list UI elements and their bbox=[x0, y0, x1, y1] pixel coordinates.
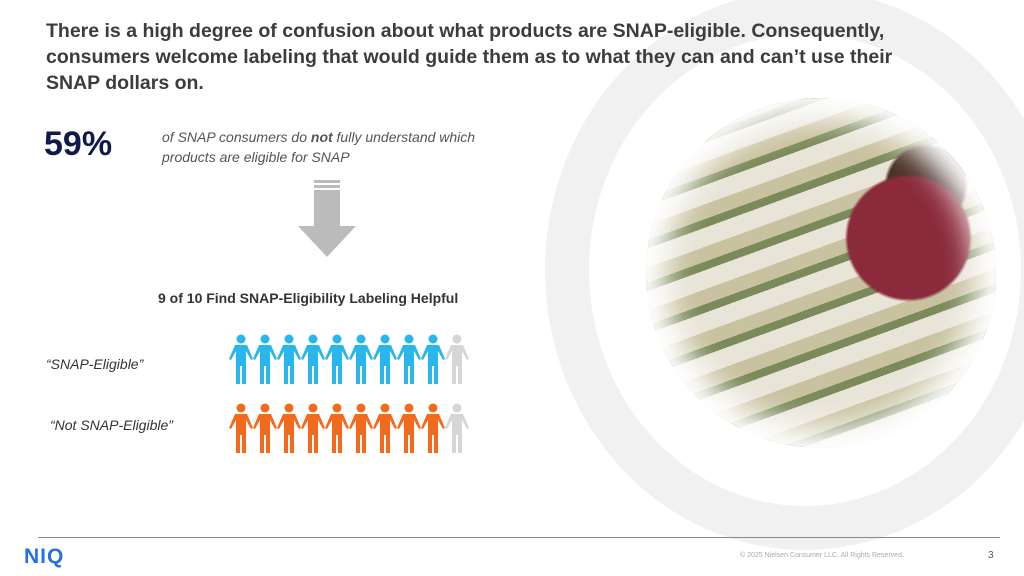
person-icon bbox=[277, 334, 301, 384]
person-icon bbox=[445, 334, 469, 384]
shopper-photo bbox=[646, 98, 996, 448]
copyright: © 2025 Nielsen Consumer LLC. All Rights … bbox=[740, 552, 904, 559]
stat-value: 59% bbox=[44, 125, 113, 163]
label-not-snap-eligible: “Not SNAP-Eligible” bbox=[50, 417, 173, 433]
person-icon bbox=[301, 403, 325, 453]
person-icon bbox=[349, 403, 373, 453]
person-icon bbox=[325, 403, 349, 453]
people-row-eligible bbox=[229, 334, 469, 384]
desc-post: fully understand which products are elig… bbox=[162, 129, 476, 165]
person-icon bbox=[253, 334, 277, 384]
person-icon bbox=[373, 403, 397, 453]
person-icon bbox=[421, 334, 445, 384]
page-number: 3 bbox=[988, 550, 994, 561]
desc-bold: not bbox=[310, 129, 333, 145]
down-arrow-icon bbox=[298, 180, 356, 257]
subheading: 9 of 10 Find SNAP-Eligibility Labeling H… bbox=[158, 290, 459, 306]
person-icon bbox=[397, 403, 421, 453]
label-snap-eligible: “SNAP-Eligible” bbox=[46, 356, 144, 372]
person-icon bbox=[421, 403, 445, 453]
person-icon bbox=[445, 403, 469, 453]
person-icon bbox=[301, 334, 325, 384]
person-icon bbox=[253, 403, 277, 453]
desc-pre: of SNAP consumers do bbox=[162, 129, 311, 145]
person-icon bbox=[277, 403, 301, 453]
people-row-not-eligible bbox=[229, 403, 469, 453]
person-icon bbox=[349, 334, 373, 384]
stat-description: of SNAP consumers do not fully understan… bbox=[162, 127, 507, 167]
footer-divider bbox=[38, 537, 1000, 538]
slide-title: There is a high degree of confusion abou… bbox=[46, 20, 893, 94]
person-icon bbox=[325, 334, 349, 384]
person-icon bbox=[373, 334, 397, 384]
person-icon bbox=[397, 334, 421, 384]
niq-logo: NIQ bbox=[24, 545, 65, 568]
person-icon bbox=[229, 403, 253, 453]
person-icon bbox=[229, 334, 253, 384]
